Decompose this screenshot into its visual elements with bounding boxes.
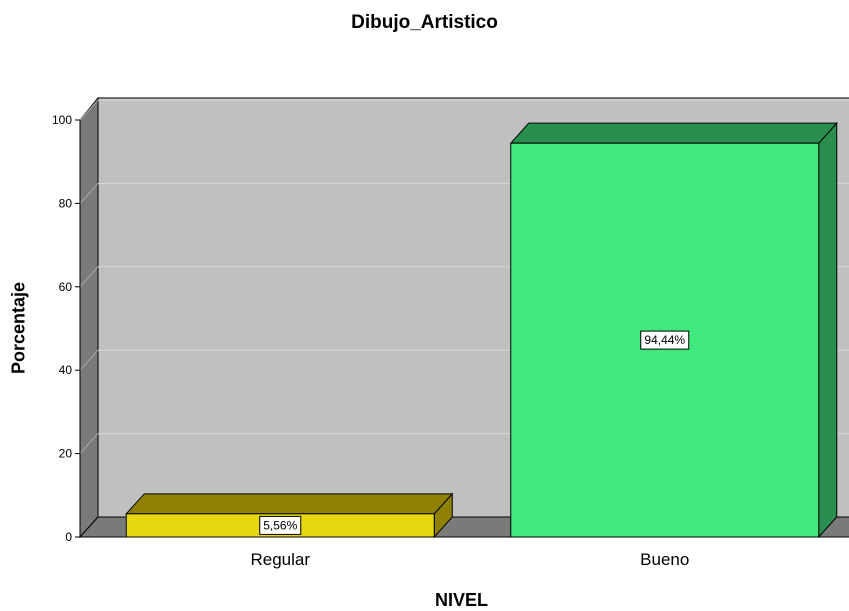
data-label: 94,44%	[644, 333, 685, 347]
gridline-side	[79, 433, 99, 454]
y-tick-label: 80	[59, 196, 73, 210]
data-label-box	[640, 330, 690, 350]
y-tick-label: 20	[59, 447, 73, 461]
y-tick-label: 60	[59, 280, 73, 294]
y-tick-label: 0	[65, 530, 72, 544]
y-tick-label: 40	[59, 363, 73, 377]
data-label: 5,56%	[263, 518, 297, 532]
bar-top	[509, 122, 838, 144]
y-tick-label: 100	[52, 113, 72, 127]
gridline-side	[79, 183, 99, 204]
chart-title: Dibujo_Artistico	[351, 12, 498, 33]
gridline-side	[79, 99, 99, 121]
bar-side	[818, 121, 838, 539]
x-tick-label: Regular	[250, 550, 310, 569]
x-tick-label: Bueno	[640, 550, 689, 569]
data-label-box	[259, 515, 302, 535]
plot-left-wall	[79, 96, 99, 539]
gridline-side	[79, 349, 99, 371]
gridline-side	[79, 266, 99, 288]
bar-top	[125, 493, 454, 515]
x-axis-title: NIVEL	[434, 590, 488, 610]
